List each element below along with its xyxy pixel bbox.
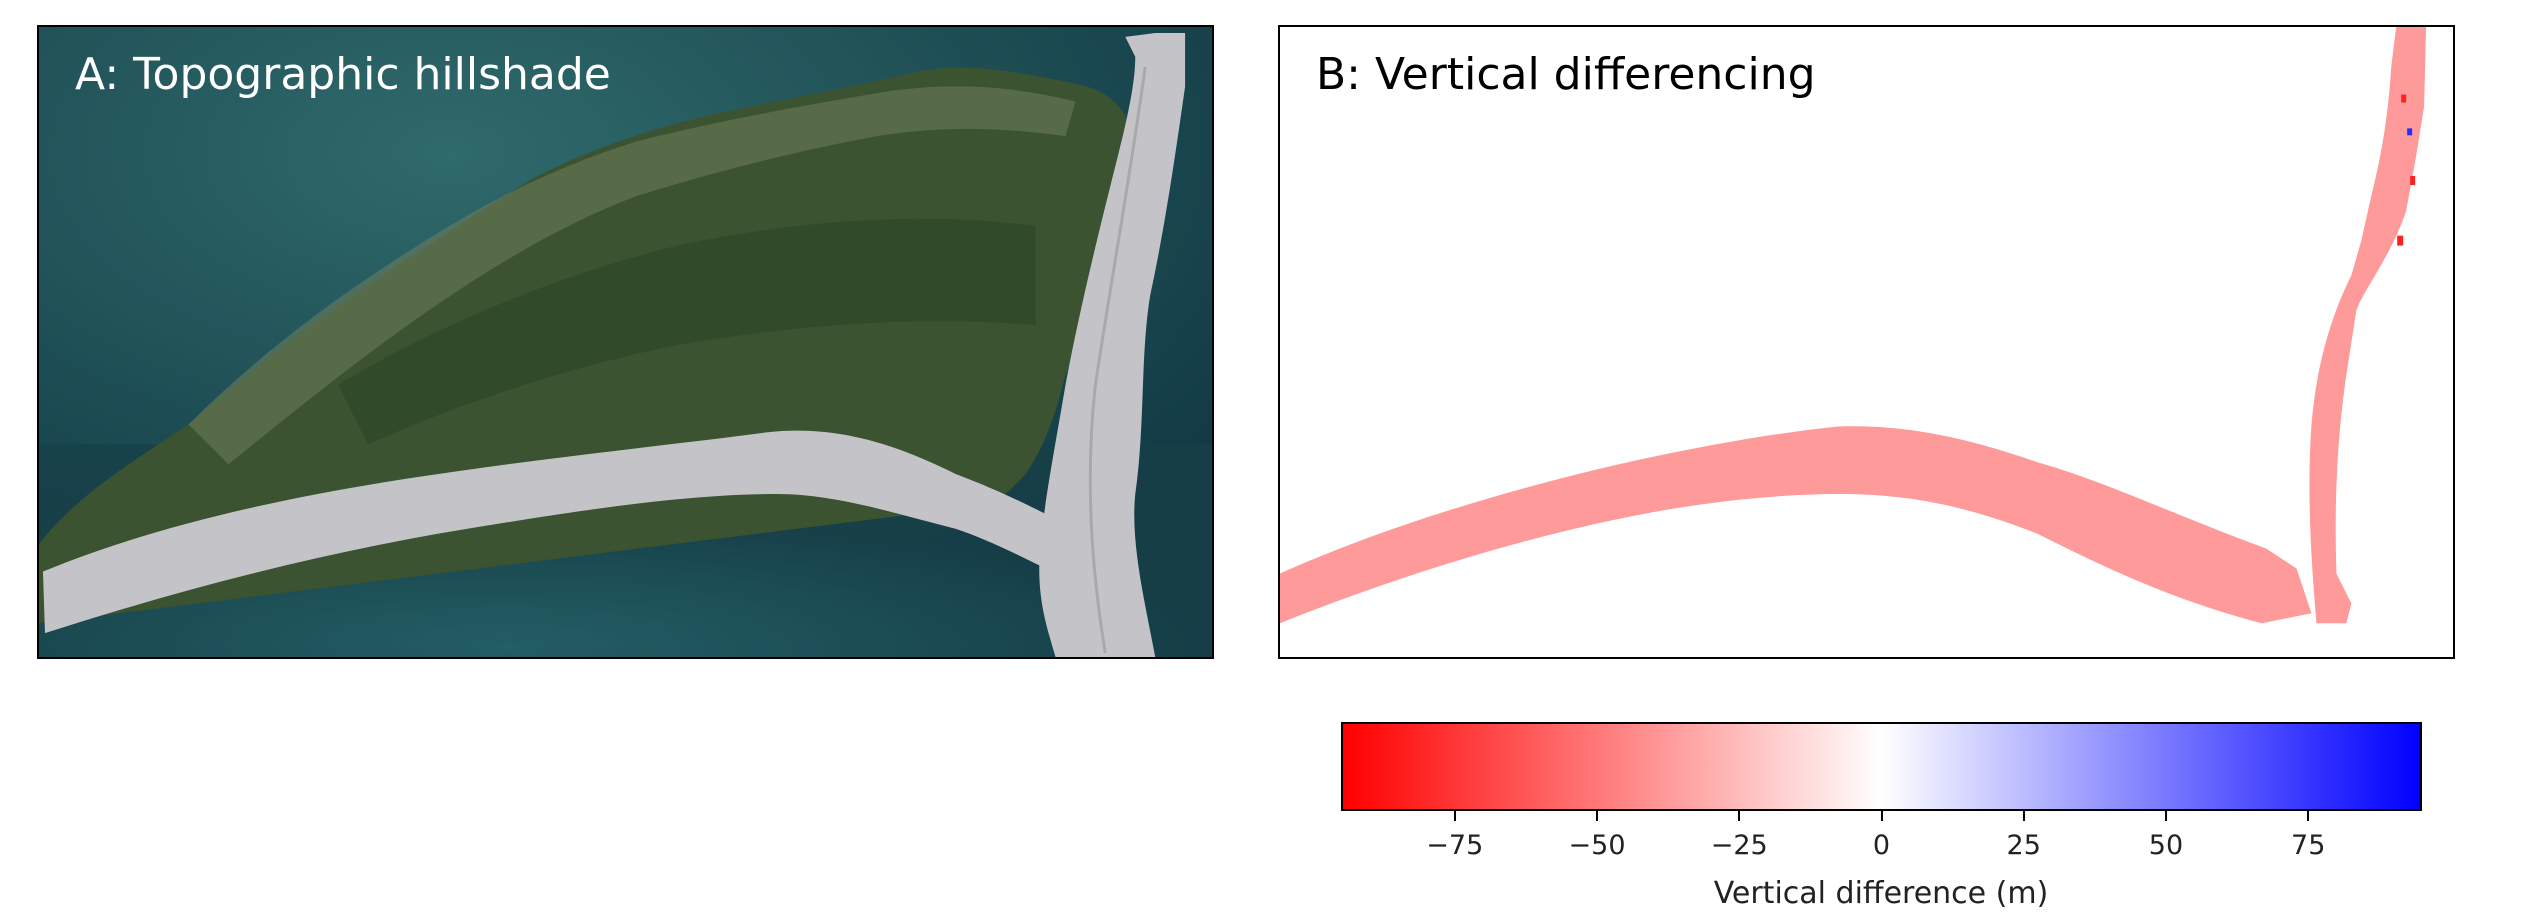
colorbar-tick-label: −25 (1710, 830, 1768, 861)
colorbar-tick-label: 75 (2291, 830, 2326, 861)
colorbar-gradient (1343, 724, 2420, 809)
colorbar-tick (2307, 811, 2310, 821)
difference-band (1280, 426, 2312, 624)
panel-a-title: A: Topographic hillshade (75, 49, 611, 100)
colorbar-tick (2164, 811, 2167, 821)
negative-difference-mark (2397, 235, 2404, 246)
panel-topographic-hillshade: A: Topographic hillshade (37, 25, 1214, 659)
colorbar-label: Vertical difference (m) (1713, 876, 2049, 911)
hillshade-map (39, 27, 1212, 657)
colorbar-tick (2022, 811, 2025, 821)
hillshade-coverage-channel (1039, 32, 1186, 657)
positive-difference-mark (2407, 128, 2413, 136)
difference-map (1280, 27, 2427, 624)
hillshade-coverage-band (42, 430, 1046, 634)
colorbar-tick (1880, 811, 1883, 821)
colorbar-tick-label: 0 (1872, 830, 1891, 861)
negative-difference-mark (2401, 94, 2407, 103)
difference-channel (2309, 27, 2427, 624)
channel-shading (1088, 66, 1147, 654)
colorbar-tick-label: 50 (2148, 830, 2184, 861)
colorbar-tick (1596, 811, 1599, 821)
negative-difference-mark (2410, 176, 2416, 185)
colorbar-tick-label: −75 (1426, 830, 1484, 861)
panel-vertical-differencing: B: Vertical differencing (1278, 25, 2455, 659)
colorbar-tick-label: 25 (2006, 830, 2041, 861)
colorbar-tick (1738, 811, 1741, 821)
forest-area (337, 218, 1036, 445)
colorbar (1341, 722, 2422, 811)
colorbar-tick (1453, 811, 1456, 821)
urban-area (188, 86, 1076, 465)
panel-b-title: B: Vertical differencing (1316, 49, 1816, 100)
colorbar-tick-label: −50 (1568, 830, 1626, 861)
